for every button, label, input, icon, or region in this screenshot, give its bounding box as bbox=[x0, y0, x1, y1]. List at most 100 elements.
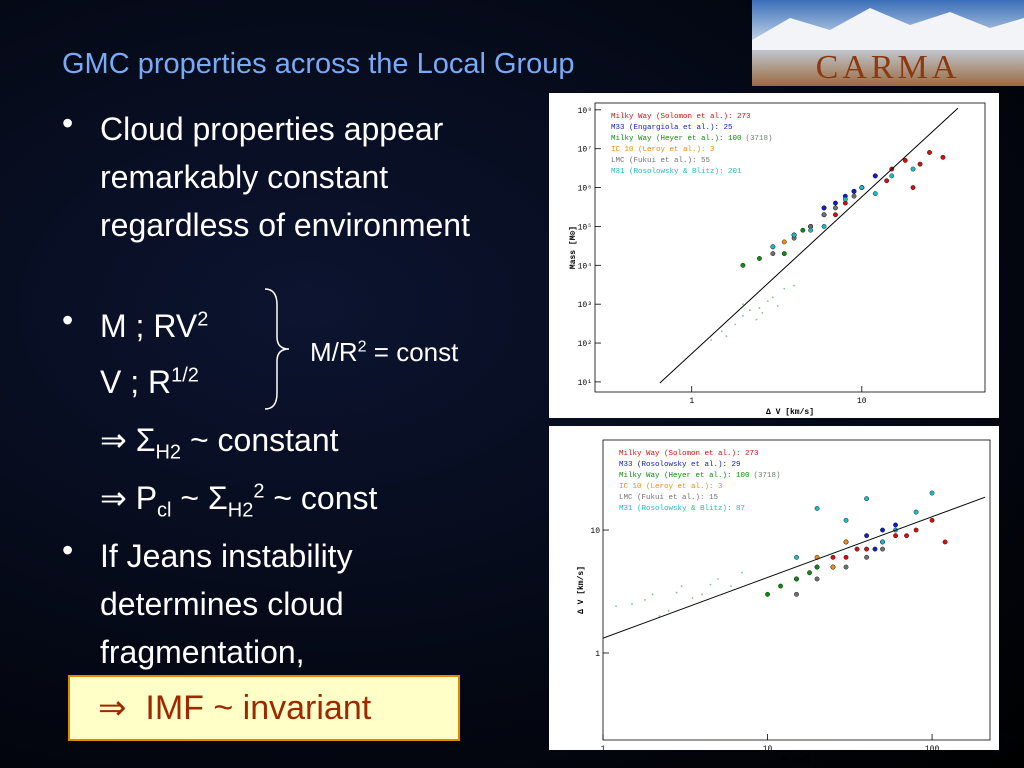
implication: ⇒ Pcl ~ ΣH22 ~ const bbox=[100, 474, 377, 522]
data-point bbox=[730, 585, 732, 587]
sup: 2 bbox=[357, 338, 367, 356]
data-point bbox=[615, 605, 617, 608]
x-tick-label: 1 bbox=[689, 397, 694, 406]
fit-line bbox=[659, 107, 959, 384]
data-point bbox=[770, 251, 776, 257]
data-point bbox=[913, 509, 919, 515]
data-point bbox=[710, 339, 712, 341]
y-tick-label: 10³ bbox=[578, 301, 592, 310]
sup: 2 bbox=[253, 480, 265, 503]
data-point bbox=[691, 597, 694, 599]
data-point bbox=[814, 505, 820, 511]
data-point bbox=[793, 284, 796, 287]
data-point bbox=[761, 311, 764, 314]
y-tick-label: 10² bbox=[578, 340, 592, 349]
sup: 2 bbox=[197, 308, 209, 331]
legend-entry: IC 10 (Leroy et al.): 3 bbox=[619, 483, 723, 491]
text: ~ const bbox=[264, 480, 378, 516]
plot-frame bbox=[602, 439, 991, 741]
data-point bbox=[830, 554, 836, 560]
data-point bbox=[929, 490, 935, 496]
data-point bbox=[833, 205, 838, 211]
text: ~ constant bbox=[181, 422, 339, 458]
data-point bbox=[742, 314, 744, 317]
data-point bbox=[880, 546, 885, 552]
text: ~ Σ bbox=[171, 480, 228, 516]
brace-label: M/R2 = const bbox=[310, 328, 458, 376]
data-point bbox=[872, 173, 878, 179]
x-tick-label: 10 bbox=[763, 745, 773, 754]
data-point bbox=[783, 287, 786, 290]
sub: H2 bbox=[155, 441, 182, 464]
data-point bbox=[843, 554, 849, 560]
x-tick-label: 1 bbox=[601, 745, 606, 754]
data-point bbox=[770, 244, 776, 250]
data-point bbox=[913, 527, 919, 533]
y-axis-label: Δ V [km/s] bbox=[577, 566, 586, 614]
text: M ; RV bbox=[100, 308, 198, 344]
data-point bbox=[757, 256, 762, 261]
legend-entry: LMC (Fukui et al.): 15 bbox=[619, 494, 719, 502]
mountains bbox=[752, 8, 1024, 50]
data-point bbox=[749, 309, 751, 312]
data-point bbox=[794, 591, 799, 597]
x-tick-label: 10 bbox=[857, 397, 867, 406]
bullet-dot: • bbox=[62, 532, 74, 568]
data-point bbox=[667, 609, 670, 612]
data-point bbox=[843, 539, 849, 545]
y-tick-label: 10⁸ bbox=[578, 107, 592, 116]
y-tick-label: 10⁷ bbox=[578, 146, 592, 155]
slide-title: GMC properties across the Local Group bbox=[62, 48, 575, 80]
legend-entry: M33 (Rosolowsky et al.): 29 bbox=[619, 461, 741, 469]
data-point bbox=[917, 161, 923, 167]
text: = const bbox=[366, 337, 459, 367]
data-point bbox=[942, 539, 948, 545]
data-point bbox=[644, 599, 646, 601]
text: ⇒ Σ bbox=[100, 422, 156, 458]
legend-entry: M31 (Rosolowsky & Blitz): 87 bbox=[619, 505, 745, 513]
y-tick-label: 10⁶ bbox=[578, 185, 592, 194]
data-point bbox=[830, 564, 836, 570]
data-point bbox=[929, 517, 935, 523]
data-point bbox=[864, 546, 869, 552]
text: V ; R bbox=[100, 364, 172, 400]
data-point bbox=[755, 318, 758, 321]
legend-entry: M31 (Rosolowsky & Blitz): 201 bbox=[611, 168, 742, 176]
data-point bbox=[910, 185, 916, 190]
legend-entry: LMC (Fukui et al.): 55 bbox=[611, 157, 711, 165]
data-point bbox=[766, 300, 769, 302]
data-point bbox=[889, 173, 895, 179]
data-point bbox=[794, 576, 799, 582]
chart-panel bbox=[549, 426, 999, 750]
data-point bbox=[940, 154, 946, 160]
legend-entry: Milky Way (Heyer et al.): 100 bbox=[619, 472, 750, 480]
data-point bbox=[720, 330, 723, 333]
data-point bbox=[904, 533, 909, 539]
data-point bbox=[742, 303, 744, 306]
y-tick-label: 1 bbox=[595, 650, 600, 659]
plot-frame bbox=[594, 102, 986, 393]
data-point bbox=[872, 546, 878, 552]
data-point bbox=[631, 603, 633, 605]
data-point bbox=[851, 193, 857, 199]
data-point bbox=[758, 307, 761, 309]
data-point bbox=[893, 522, 898, 528]
logo-text: CARMA bbox=[816, 49, 961, 86]
data-point bbox=[771, 296, 774, 299]
data-point bbox=[675, 591, 678, 594]
data-point bbox=[851, 188, 857, 194]
data-point bbox=[864, 533, 869, 539]
bullet-dot: • bbox=[62, 105, 74, 141]
data-point bbox=[734, 323, 737, 326]
data-point bbox=[781, 251, 787, 257]
data-point bbox=[842, 196, 848, 202]
data-point bbox=[717, 578, 719, 580]
data-point bbox=[843, 564, 849, 570]
text: M/R bbox=[310, 337, 358, 367]
data-point bbox=[864, 496, 869, 502]
data-point bbox=[927, 150, 932, 155]
relation: V ; R1/2 bbox=[100, 358, 199, 406]
x-axis-label: Δ V [km/s] bbox=[766, 408, 814, 417]
data-point bbox=[794, 554, 799, 560]
